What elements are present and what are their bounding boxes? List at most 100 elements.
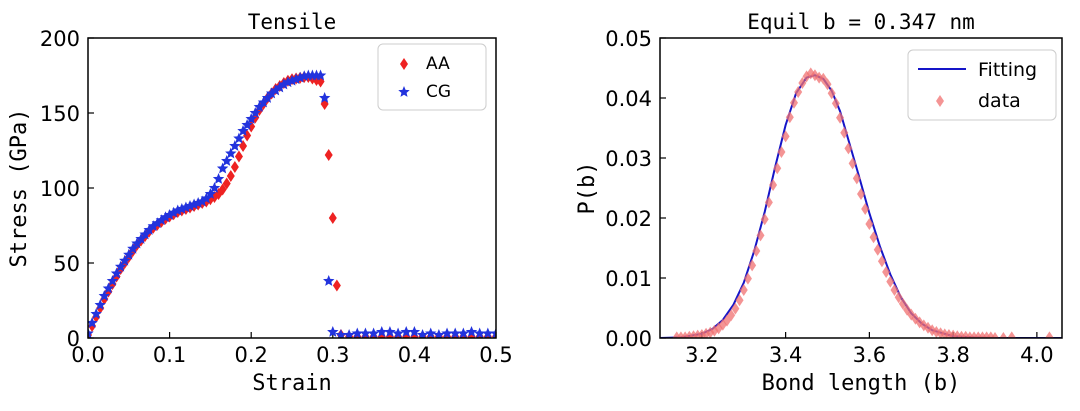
data-point-data	[999, 332, 1008, 338]
x-tick-label: 0.4	[398, 343, 431, 367]
axis-ticks: 0.0 0.1 0.2 0.3 0.4 0.5 0 50 100 150 200	[40, 27, 513, 367]
data-point-cg	[425, 327, 437, 338]
y-tick-label: 0.01	[605, 267, 652, 291]
data-point-cg	[392, 327, 404, 338]
chart-title: Equil b = 0.347 nm	[747, 10, 975, 34]
data-point-data	[790, 96, 798, 109]
data-point-data	[840, 126, 849, 139]
data-point-data	[781, 130, 790, 143]
data-point-cg	[482, 327, 494, 338]
data-point-cg	[106, 275, 119, 286]
data-point-cg	[159, 211, 172, 223]
data-point-cg	[180, 201, 192, 213]
data-point-cg	[114, 260, 127, 272]
data-point-cg	[465, 326, 478, 337]
x-tick-label: 3.6	[853, 343, 886, 367]
data-point-aa	[328, 212, 337, 224]
x-axis-label: Strain	[252, 371, 331, 396]
x-tick-label: 0.2	[234, 343, 267, 367]
legend-diamond	[400, 58, 408, 70]
data-point-data	[991, 332, 999, 338]
y-tick-label: 0	[67, 327, 80, 351]
data-point-data	[702, 327, 711, 338]
y-tick-label: 0.04	[605, 87, 652, 111]
data-point-aa	[222, 177, 231, 190]
data-point-data	[869, 231, 878, 244]
data-point-cg	[143, 224, 155, 235]
data-point-cg	[433, 329, 445, 338]
data-point-cg	[367, 327, 380, 338]
data-point-data	[773, 162, 782, 175]
data-point-cg	[102, 282, 115, 294]
axis-ticks: 3.2 3.4 3.6 3.8 4.0 0.00 0.01 0.02 0.03 0.04 0.05	[605, 27, 1053, 367]
data-point-cg	[376, 326, 388, 337]
data-point-cg	[400, 326, 412, 337]
data-point-cg	[245, 113, 257, 124]
data-point-data	[831, 97, 840, 110]
bond-length-chart: Equil b = 0.347 nm 3.2 3.4 3.6 3.8 4.0 0.00 0.…	[575, 10, 1063, 396]
data-point-data	[877, 255, 886, 268]
data-point-cg	[229, 140, 241, 151]
legend-box	[907, 49, 1057, 121]
data-point-data	[823, 78, 832, 91]
data-point-cg	[343, 329, 355, 338]
tensile-chart: Tensile 0.0 0.1 0.2 0.3 0.4 0.5 0 50 100 150 200 S…	[7, 10, 513, 396]
legend: Fitting data	[907, 49, 1057, 121]
data-point-cg	[90, 308, 102, 319]
data-point-cg	[94, 299, 106, 310]
legend-diamond	[936, 95, 944, 107]
data-point-cg	[163, 209, 176, 220]
y-tick-label: 200	[40, 27, 80, 51]
data-point-cg	[147, 220, 159, 232]
data-point-data	[894, 291, 903, 304]
data-point-data	[752, 245, 761, 257]
data-point-cg	[278, 78, 290, 90]
x-tick-label: 0.1	[153, 343, 186, 367]
data-point-aa	[226, 170, 235, 182]
y-axis-label: Stress (GPa)	[7, 109, 32, 268]
data-point-cg	[184, 200, 196, 211]
data-point-cg	[98, 290, 111, 301]
data-point-cg	[88, 327, 94, 338]
data-point-cg	[249, 107, 261, 118]
chart-title: Tensile	[248, 10, 337, 34]
data-point-cg	[225, 147, 237, 159]
legend-label-aa: AA	[426, 54, 450, 74]
data-point-data	[727, 309, 736, 322]
data-point-cg	[490, 327, 496, 338]
data-point-data	[785, 111, 794, 124]
axes-frame	[87, 37, 497, 339]
legend-label-cg: CG	[426, 82, 451, 102]
data-point-cg	[167, 206, 180, 218]
data-point-cg	[233, 132, 245, 144]
data-point-cg	[176, 203, 188, 214]
legend-label-fitting: Fitting	[978, 59, 1037, 81]
data-point-cg	[131, 237, 143, 249]
data-point-cg	[88, 317, 98, 328]
x-tick-label: 3.2	[685, 343, 718, 367]
data-point-aa	[332, 279, 341, 292]
data-point-cg	[323, 275, 335, 286]
data-point-data	[769, 179, 778, 191]
data-point-cg	[200, 192, 213, 204]
legend-marker-data	[936, 95, 944, 107]
data-point-data	[760, 213, 769, 226]
data-point-cg	[416, 329, 429, 338]
data-point-cg	[274, 81, 286, 93]
data-point-aa	[218, 183, 227, 196]
data-point-data	[865, 218, 874, 230]
data-point-cg	[123, 248, 135, 260]
data-point-aa	[234, 150, 243, 163]
data-point-data	[827, 87, 836, 100]
data-point-cg	[188, 198, 200, 210]
data-point-data	[844, 142, 853, 155]
data-point-data	[882, 266, 891, 278]
data-point-cg	[449, 327, 461, 338]
data-point-data	[886, 275, 895, 288]
x-tick-label: 4.0	[1020, 343, 1053, 367]
data-point-cg	[257, 96, 270, 108]
data-point-data	[756, 229, 765, 242]
data-point-data	[1045, 331, 1054, 338]
data-point-cg	[151, 217, 164, 229]
